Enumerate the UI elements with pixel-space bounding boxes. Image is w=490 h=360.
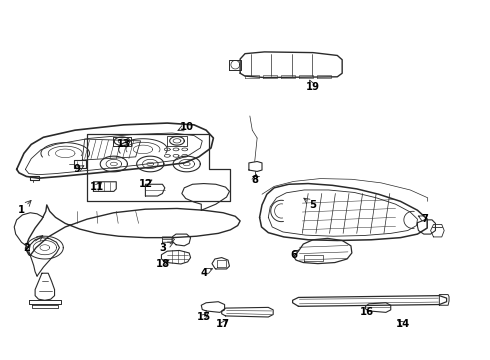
- Text: 9: 9: [74, 164, 81, 174]
- Text: 1: 1: [18, 205, 25, 215]
- Text: 19: 19: [306, 82, 320, 93]
- Text: 5: 5: [310, 200, 317, 210]
- Text: 6: 6: [290, 250, 297, 260]
- Text: 7: 7: [421, 214, 428, 224]
- Text: 2: 2: [23, 243, 30, 253]
- Text: 14: 14: [396, 319, 410, 329]
- Text: 4: 4: [200, 267, 207, 278]
- Text: 15: 15: [196, 312, 211, 322]
- Text: 16: 16: [359, 307, 373, 317]
- Text: 12: 12: [138, 179, 152, 189]
- Text: 8: 8: [251, 175, 258, 185]
- Text: 3: 3: [159, 243, 166, 253]
- Text: 13: 13: [117, 139, 130, 149]
- Text: 17: 17: [216, 319, 230, 329]
- Text: 18: 18: [155, 258, 170, 269]
- Text: 11: 11: [90, 182, 104, 192]
- Text: 10: 10: [180, 122, 194, 132]
